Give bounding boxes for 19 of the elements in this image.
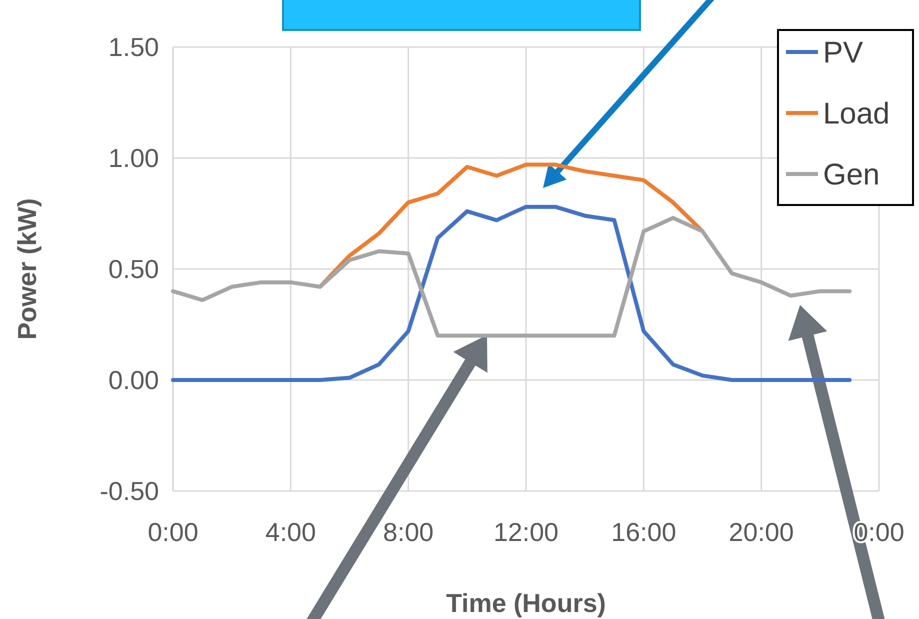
- x-tick-label: 12:00: [493, 517, 559, 547]
- legend-label: Gen: [823, 158, 880, 192]
- legend-label: Load: [823, 98, 890, 130]
- y-tick-label: 1.50: [108, 32, 159, 62]
- y-tick-label: 0.50: [108, 254, 159, 284]
- y-tick-label: 1.00: [108, 143, 159, 174]
- x-tick-label: 20:00: [728, 517, 794, 547]
- x-tick-label: 16:00: [611, 517, 676, 547]
- x-tick-label: 8:00: [383, 517, 434, 547]
- y-axis-title: Power (kW): [12, 198, 42, 340]
- legend-label: PV: [823, 36, 864, 70]
- x-tick-label: 0:00: [148, 517, 198, 547]
- y-tick-label: 0.00: [108, 365, 159, 396]
- y-tick-label: -0.50: [100, 476, 159, 506]
- x-axis-title: Time (Hours): [446, 588, 606, 618]
- x-tick-label: 4:00: [265, 517, 316, 547]
- line-series: [171, 204, 852, 382]
- line-series: [318, 162, 704, 289]
- line-series: [171, 216, 852, 338]
